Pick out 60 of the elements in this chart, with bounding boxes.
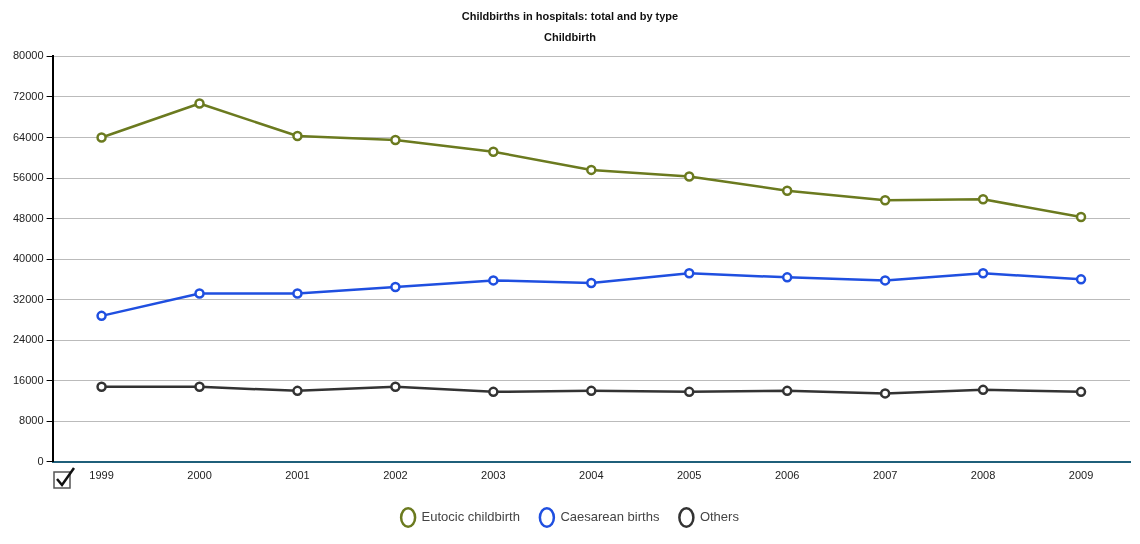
chart-title: Childbirths in hospitals: total and by type xyxy=(461,9,679,22)
y-tick-label: 40000 xyxy=(12,252,44,265)
point xyxy=(292,385,303,397)
point xyxy=(781,272,793,283)
x-tick-label: 2001 xyxy=(285,469,310,482)
point xyxy=(96,381,107,393)
point xyxy=(879,388,891,399)
point xyxy=(586,385,597,397)
point xyxy=(488,146,499,157)
point xyxy=(194,288,205,299)
point xyxy=(683,171,695,182)
point xyxy=(781,385,793,397)
point xyxy=(194,98,205,109)
point xyxy=(390,281,401,293)
point xyxy=(292,288,303,299)
legend-label: Eutocic childbirth xyxy=(421,509,520,525)
x-tick-label: 2005 xyxy=(677,469,702,482)
point xyxy=(488,386,499,398)
point xyxy=(96,310,107,322)
point xyxy=(586,164,597,176)
point xyxy=(1075,386,1087,398)
point xyxy=(1075,211,1087,223)
x-tick-label: 2003 xyxy=(481,469,506,482)
point xyxy=(781,185,793,196)
x-tick-label: 2006 xyxy=(774,469,800,482)
point xyxy=(96,132,107,143)
y-tick-label: 72000 xyxy=(12,89,44,102)
x-tick-label: 2004 xyxy=(579,469,604,482)
point xyxy=(879,275,891,286)
x-tick-label: 2009 xyxy=(1068,469,1094,482)
legend-label: Caesarean births xyxy=(560,509,660,525)
y-tick-label: 32000 xyxy=(12,292,44,305)
point xyxy=(683,386,695,398)
y-tick-label: 80000 xyxy=(12,49,44,62)
legend-label: Others xyxy=(699,509,740,525)
x-tick-label: 2002 xyxy=(383,469,408,482)
x-tick-label: 2007 xyxy=(872,469,898,482)
y-tick-label: 64000 xyxy=(12,130,44,143)
y-tick-label: 24000 xyxy=(12,333,44,346)
y-tick-label: 8000 xyxy=(19,414,44,427)
y-tick-label: 48000 xyxy=(12,211,44,224)
point xyxy=(292,130,303,142)
y-tick-label: 16000 xyxy=(12,373,44,386)
chart-subtitle: Childbirth xyxy=(544,30,597,43)
point xyxy=(1075,274,1087,285)
x-tick-label: 2008 xyxy=(970,469,996,482)
point xyxy=(390,134,401,146)
point xyxy=(977,384,989,396)
point xyxy=(879,195,891,206)
point xyxy=(977,268,989,279)
x-tick-label: 1999 xyxy=(89,469,114,482)
y-tick-label: 56000 xyxy=(12,171,44,184)
point xyxy=(194,381,205,393)
point xyxy=(977,194,989,205)
point xyxy=(683,268,695,279)
point xyxy=(586,277,597,289)
x-tick-label: 2000 xyxy=(187,469,212,482)
y-tick-label: 0 xyxy=(37,454,44,467)
point xyxy=(488,275,499,286)
point xyxy=(390,381,401,393)
